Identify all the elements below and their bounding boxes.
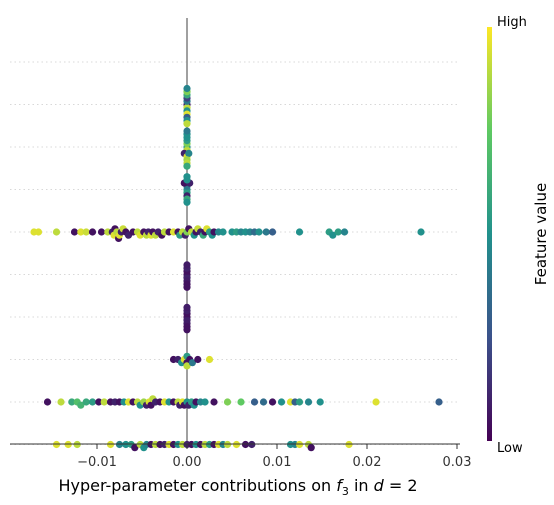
data-point <box>255 228 263 236</box>
data-points <box>30 84 443 452</box>
row-gridlines <box>10 61 460 445</box>
data-point <box>185 149 193 157</box>
colorbar-gradient <box>487 27 492 441</box>
data-point <box>334 228 342 236</box>
data-point <box>268 398 277 406</box>
data-point <box>34 228 43 236</box>
data-point <box>183 120 191 128</box>
colorbar-low-label: Low <box>497 441 523 456</box>
data-point <box>183 326 191 334</box>
data-point <box>57 398 65 406</box>
data-point <box>52 228 61 236</box>
data-point <box>183 173 191 181</box>
data-point <box>223 398 232 406</box>
x-tick-label: 0.01 <box>263 455 292 470</box>
data-point <box>82 398 90 406</box>
data-point <box>219 228 227 236</box>
data-point <box>435 398 443 406</box>
x-axis-ticks: −0.01 0.00 0.01 0.02 0.03 <box>77 444 471 470</box>
data-point <box>183 127 191 135</box>
data-point <box>88 228 97 236</box>
data-point <box>307 444 315 452</box>
data-point <box>295 228 304 236</box>
x-tick-label: 0.02 <box>353 455 382 470</box>
x-tick-label: 0.00 <box>173 455 202 470</box>
data-point <box>201 398 209 406</box>
data-point <box>329 231 337 239</box>
data-point <box>316 398 324 406</box>
data-point <box>82 228 90 236</box>
data-point <box>417 228 425 236</box>
x-axis-title: Hyper-parameter contributions on f3 in d… <box>58 476 417 498</box>
data-point <box>205 355 214 364</box>
data-point <box>95 398 103 406</box>
data-point <box>277 398 286 406</box>
data-point <box>183 283 191 291</box>
colorbar-title: Feature value <box>532 183 550 285</box>
data-point <box>194 355 202 364</box>
data-point <box>268 228 277 236</box>
data-point <box>188 359 196 367</box>
data-point <box>183 162 191 170</box>
data-point <box>210 398 218 406</box>
data-point <box>77 228 85 236</box>
colorbar: High Low Feature value <box>487 15 550 456</box>
data-point <box>250 398 259 406</box>
data-point <box>131 444 139 452</box>
colorbar-high-label: High <box>497 15 527 30</box>
data-point <box>340 228 349 236</box>
data-point <box>183 84 191 93</box>
data-point <box>183 303 191 311</box>
data-point <box>183 261 191 269</box>
data-point <box>70 228 79 236</box>
data-point <box>259 398 268 406</box>
data-point <box>77 401 85 409</box>
data-point <box>183 362 191 370</box>
data-point <box>43 398 52 406</box>
data-point <box>372 398 380 406</box>
data-point <box>88 398 97 406</box>
data-point <box>68 398 76 406</box>
data-point <box>304 398 313 406</box>
data-point <box>100 398 108 406</box>
x-tick-label: 0.03 <box>443 455 472 470</box>
data-point <box>97 228 106 236</box>
x-tick-label: −0.01 <box>77 455 117 470</box>
data-point <box>183 198 191 206</box>
data-point <box>262 228 270 236</box>
data-point <box>237 398 245 406</box>
data-point <box>295 398 304 406</box>
